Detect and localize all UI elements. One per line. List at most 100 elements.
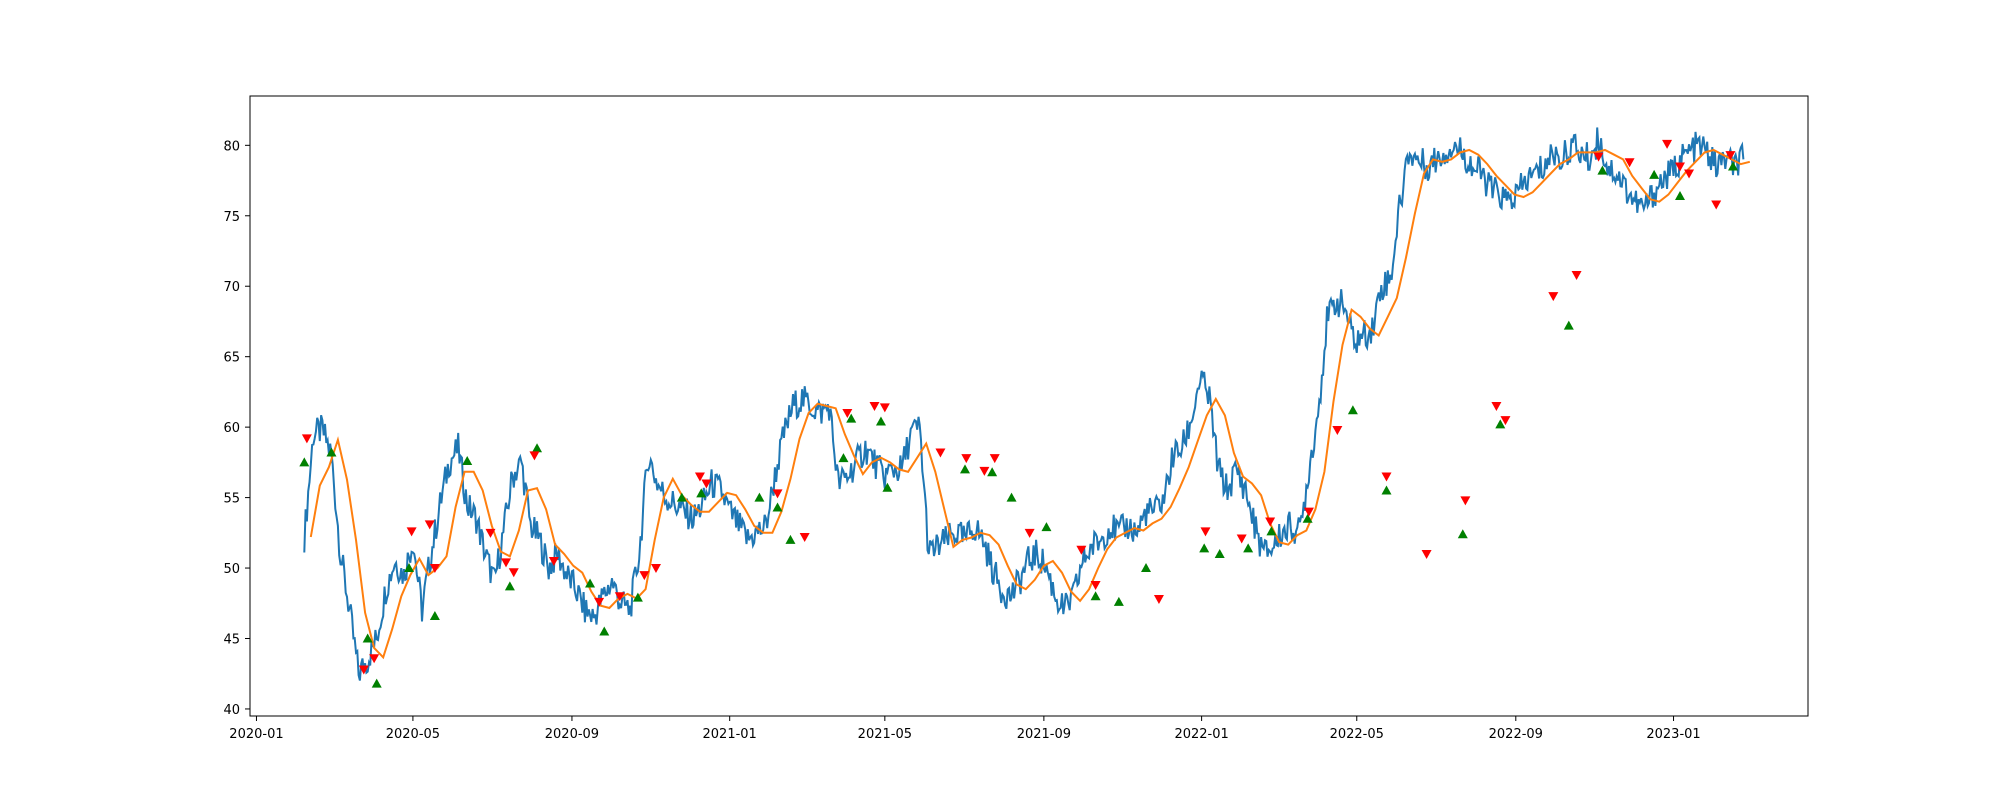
- sell-marker: [879, 403, 890, 413]
- sell-marker: [1381, 472, 1392, 482]
- buy-marker: [959, 464, 970, 474]
- sell-marker: [1303, 507, 1314, 517]
- buy-marker: [532, 443, 543, 453]
- sell-marker: [358, 665, 369, 675]
- sell-marker: [548, 557, 559, 566]
- buy-marker: [987, 467, 998, 477]
- buy-marker: [1563, 320, 1574, 330]
- sell-marker: [979, 466, 990, 476]
- buy-marker: [371, 678, 382, 688]
- x-tick-label: 2021-01: [703, 727, 757, 742]
- buy-marker: [696, 488, 707, 498]
- sell-marker: [1200, 527, 1211, 537]
- sell-marker: [989, 454, 1000, 464]
- sell-marker: [1684, 169, 1695, 179]
- sell-marker: [842, 409, 853, 419]
- buy-marker: [772, 502, 783, 512]
- buy-marker: [1141, 563, 1152, 573]
- sell-marker: [1153, 595, 1164, 605]
- buy-marker: [585, 578, 596, 588]
- buy-marker: [362, 633, 373, 643]
- buy-marker: [632, 592, 643, 602]
- buy-marker: [1090, 591, 1101, 601]
- price-line: [303, 127, 1745, 681]
- y-tick-label: 60: [223, 421, 240, 436]
- sell-marker: [1725, 151, 1736, 161]
- plot-frame: [249, 95, 1809, 717]
- buy-marker: [1006, 492, 1017, 502]
- sell-marker: [869, 402, 880, 411]
- y-tick-label: 65: [223, 351, 240, 366]
- buy-marker: [1199, 543, 1210, 553]
- sell-marker: [1548, 292, 1559, 302]
- sell-marker: [1024, 528, 1035, 538]
- buy-marker: [838, 453, 849, 463]
- sell-marker: [1090, 580, 1101, 590]
- sell-marker: [701, 479, 712, 489]
- sell-marker: [485, 528, 496, 538]
- buy-marker: [785, 534, 796, 544]
- sell-marker: [1236, 534, 1247, 544]
- buy-marker: [1302, 513, 1313, 523]
- sell-marker: [935, 448, 946, 458]
- y-tick-label: 80: [223, 139, 240, 154]
- sell-marker: [1491, 402, 1502, 411]
- sell-marker: [1662, 139, 1673, 149]
- buy-marker: [1113, 596, 1124, 606]
- sell-marker: [1332, 425, 1343, 435]
- x-tick-label: 2022-01: [1174, 727, 1228, 742]
- buy-marker: [676, 492, 687, 502]
- moving-average-line: [309, 148, 1751, 660]
- sell-marker: [1593, 152, 1604, 162]
- buy-marker: [1674, 191, 1685, 201]
- sell-marker: [508, 568, 519, 578]
- sell-marker: [639, 571, 650, 581]
- y-tick-label: 70: [223, 280, 240, 295]
- y-tick-label: 40: [223, 703, 240, 718]
- buy-marker: [1266, 526, 1277, 536]
- buy-marker: [1214, 548, 1225, 558]
- sell-marker: [1265, 517, 1276, 527]
- buy-marker: [504, 581, 515, 591]
- buy-marker: [1347, 405, 1358, 415]
- y-tick-label: 45: [223, 633, 240, 648]
- sell-marker: [1674, 162, 1685, 172]
- sell-marker: [772, 489, 783, 499]
- buy-marker: [1495, 419, 1506, 429]
- buy-marker: [429, 610, 440, 620]
- sell-marker: [369, 654, 380, 664]
- sell-marker: [301, 434, 312, 444]
- x-axis: 2020-01 2020-05 2020-09 2021-01 2021-05 2021-…: [229, 716, 1701, 742]
- buy-marker: [1041, 522, 1052, 532]
- buy-marker: [404, 563, 415, 573]
- sell-marker: [1460, 496, 1471, 506]
- buy-marker: [754, 492, 765, 502]
- buy-marker: [1597, 165, 1608, 175]
- sell-marker: [694, 472, 705, 482]
- y-axis: 40 45 50 55 60 65 70 75 80: [223, 139, 250, 718]
- sell-marker: [799, 533, 810, 543]
- buy-marker: [1381, 485, 1392, 495]
- buy-marker: [846, 413, 857, 423]
- buy-marker: [299, 457, 310, 467]
- x-tick-label: 2020-01: [229, 727, 283, 742]
- x-tick-label: 2022-05: [1330, 727, 1384, 742]
- buy-marker: [875, 416, 886, 426]
- sell-marker: [614, 592, 625, 602]
- sell-marker: [1421, 549, 1432, 559]
- buy-marker: [1728, 161, 1739, 171]
- buy-marker: [1243, 543, 1254, 553]
- buy-marker: [462, 455, 473, 465]
- x-tick-label: 2022-09: [1489, 727, 1543, 742]
- sell-marker: [1076, 545, 1087, 555]
- sell-marker: [406, 527, 417, 537]
- sell-marker: [1624, 158, 1635, 168]
- sell-marker: [1571, 270, 1582, 280]
- sell-marker: [501, 558, 512, 568]
- x-tick-label: 2021-09: [1017, 727, 1071, 742]
- sell-marker: [429, 564, 440, 574]
- sell-marker: [650, 564, 661, 574]
- x-tick-label: 2021-05: [858, 727, 912, 742]
- buy-marker: [599, 626, 610, 636]
